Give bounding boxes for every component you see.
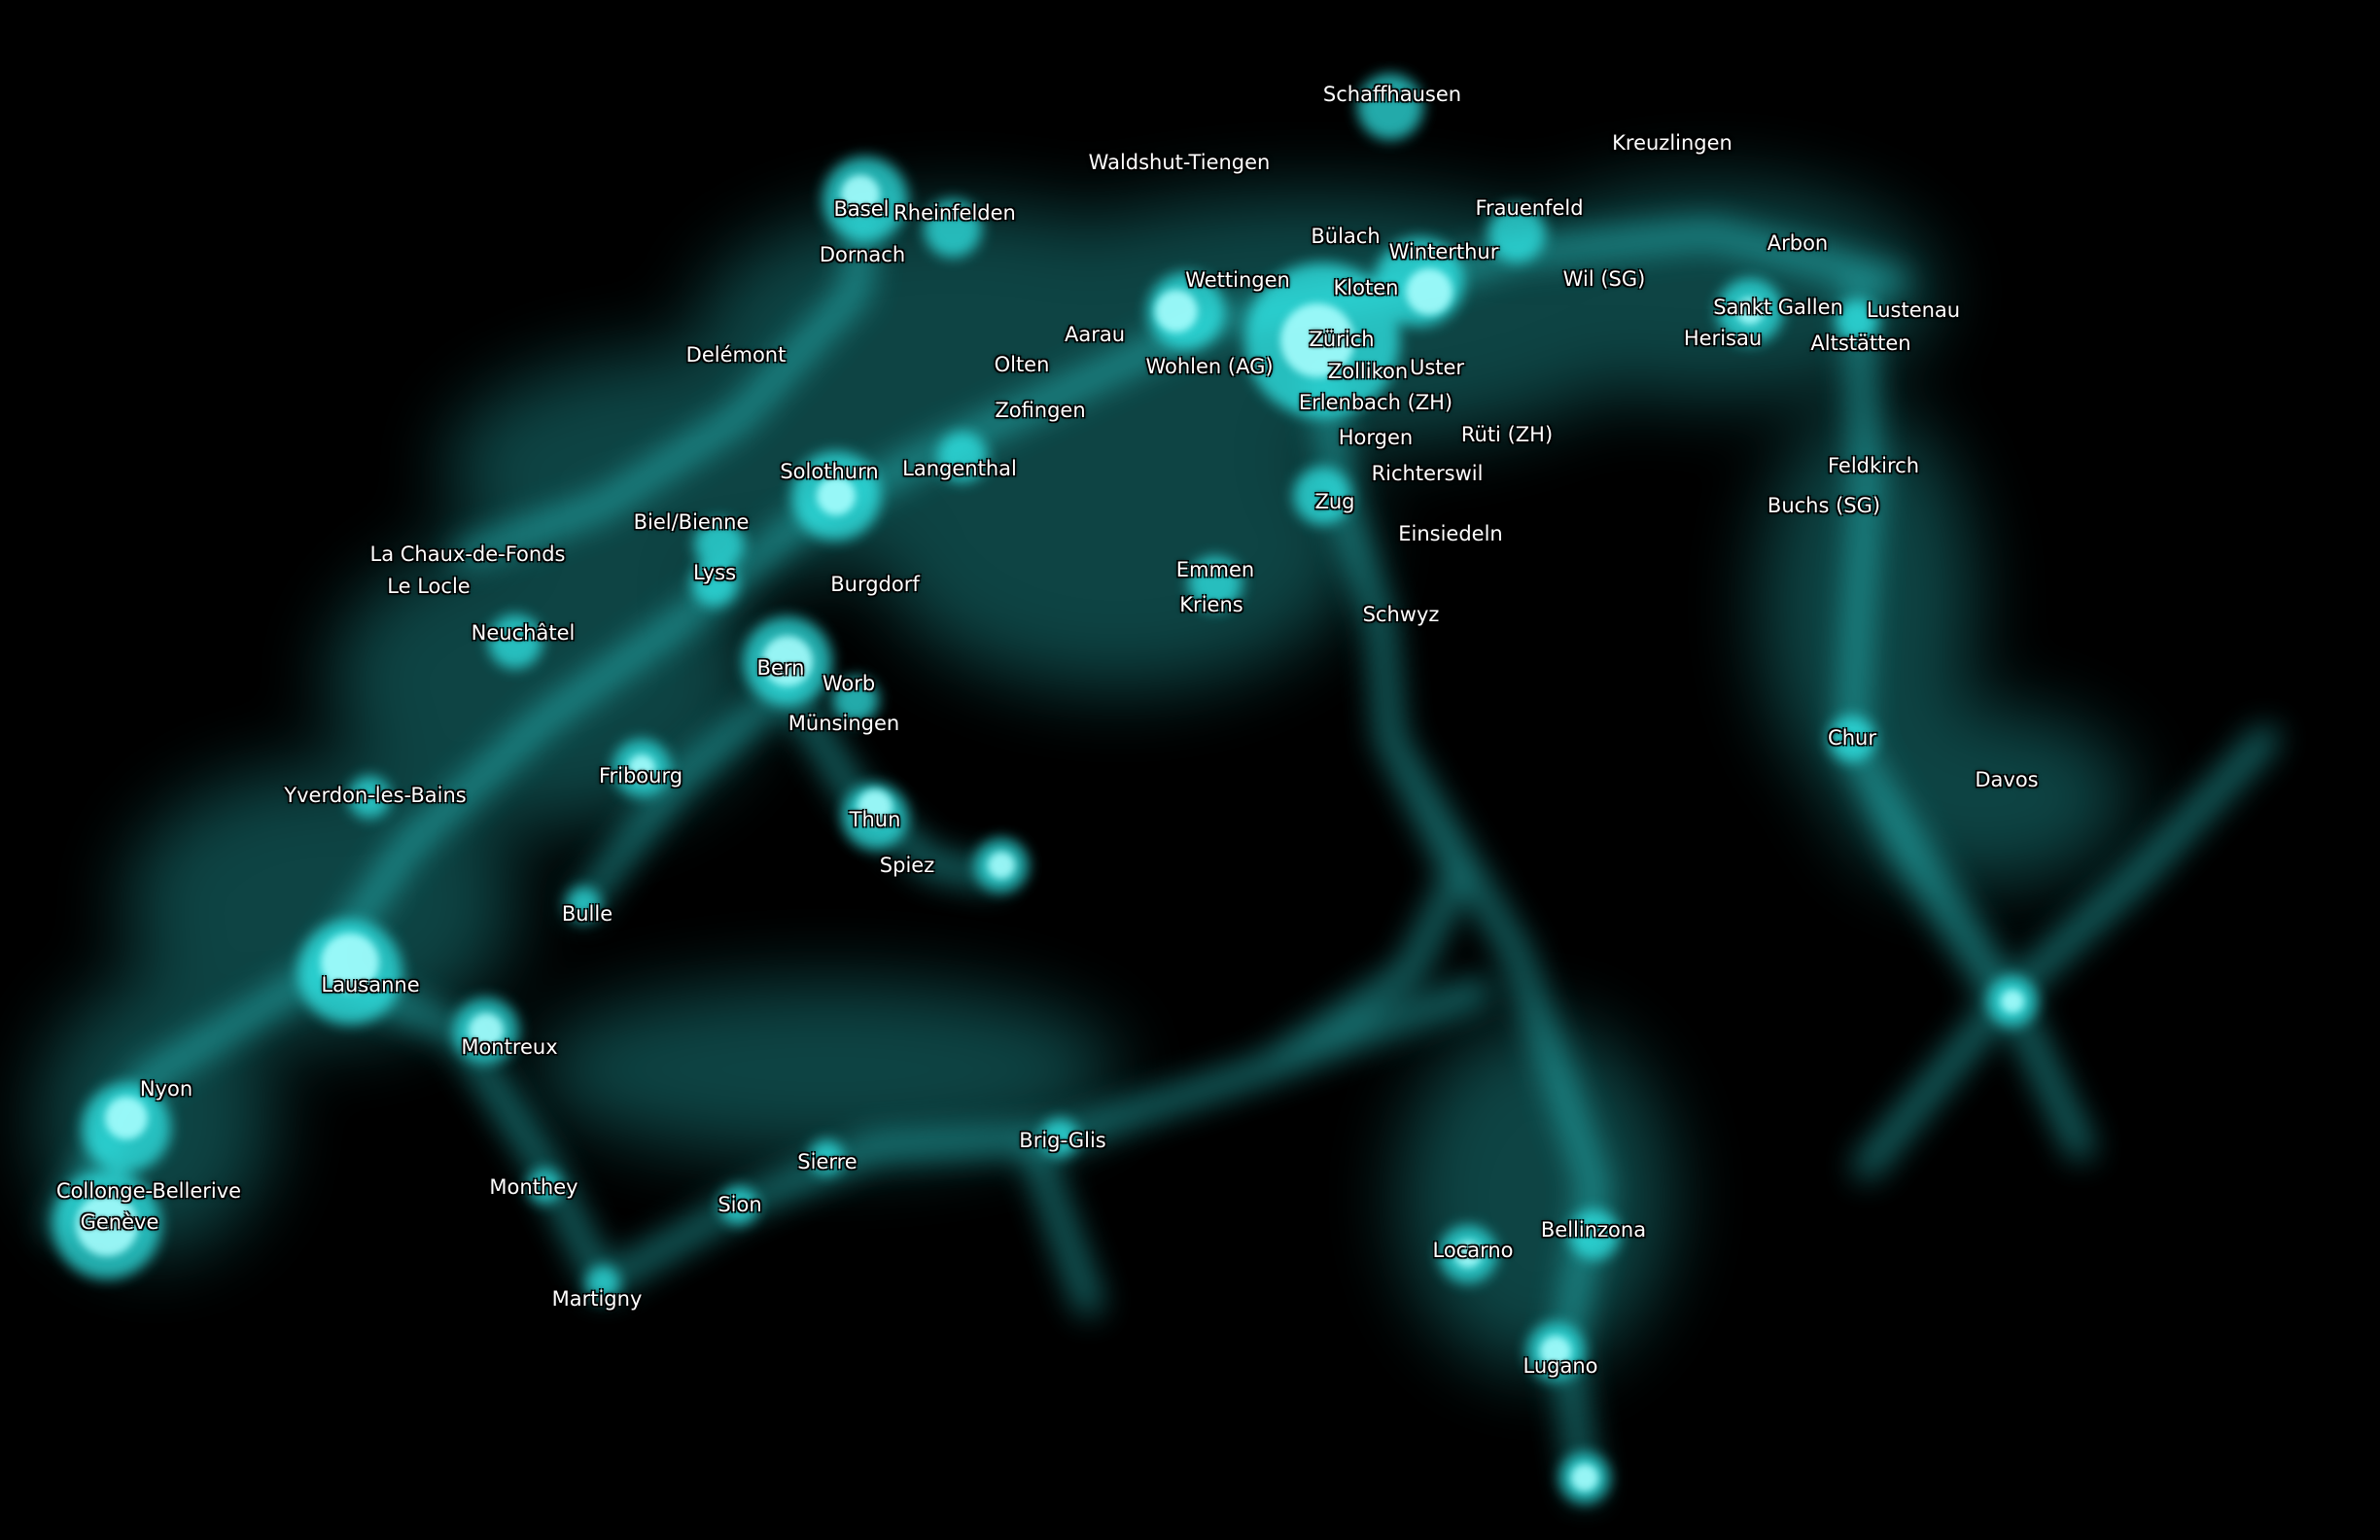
glow-core — [321, 933, 379, 992]
glow-halo — [566, 887, 601, 922]
glow-haze — [875, 399, 1361, 690]
glow-valley — [571, 668, 810, 917]
glow-valley — [1854, 989, 2015, 1179]
glow-halo — [1569, 1209, 1620, 1260]
glow-core — [1540, 1336, 1571, 1367]
glow-halo — [809, 1139, 844, 1174]
glow-halo — [348, 776, 391, 819]
glow-core — [1155, 290, 1198, 332]
glow-halo — [924, 199, 982, 258]
city-core-layer — [76, 175, 2024, 1491]
glow-halo — [1829, 716, 1875, 762]
glow-core — [76, 1194, 138, 1256]
glow-core — [2001, 990, 2024, 1013]
glow-valley — [1251, 979, 1490, 1082]
glow-core — [1571, 1464, 1598, 1491]
glow-halo — [1188, 556, 1242, 611]
glow-halo — [488, 614, 542, 669]
glow-core — [1406, 268, 1452, 315]
glow-halo — [1836, 299, 1878, 342]
glow-halo — [694, 519, 745, 570]
glow-haze — [1400, 1021, 1672, 1371]
haze-layer — [39, 185, 2129, 1371]
glow-core — [628, 754, 655, 782]
glow-halo — [1488, 204, 1546, 262]
glow-valley — [454, 192, 878, 567]
glow-core — [988, 852, 1015, 879]
glow-halo — [937, 432, 988, 482]
glow-halo — [585, 1266, 620, 1301]
glow-core — [858, 789, 892, 824]
glow-haze — [535, 982, 1118, 1157]
glow-halo — [1293, 467, 1351, 525]
glow-core — [469, 1013, 504, 1048]
glow-halo — [1040, 1118, 1079, 1157]
glow-core — [105, 1097, 148, 1139]
valley-layer — [46, 192, 2278, 1500]
glow-valley — [1378, 726, 1607, 1500]
glow-halo — [527, 1169, 562, 1204]
glow-core — [762, 636, 813, 686]
glow-core — [1736, 298, 1764, 325]
glow-core — [817, 476, 856, 515]
glow-halo — [719, 1186, 758, 1225]
glow-halo — [1357, 74, 1423, 140]
glow-valley — [308, 221, 1908, 985]
glow-halo — [832, 677, 879, 723]
glow-core — [841, 175, 880, 214]
glow-core — [1454, 1241, 1482, 1268]
glow-valley — [1018, 1125, 1102, 1315]
glow-core — [1280, 303, 1354, 377]
glow-halo — [691, 560, 738, 607]
